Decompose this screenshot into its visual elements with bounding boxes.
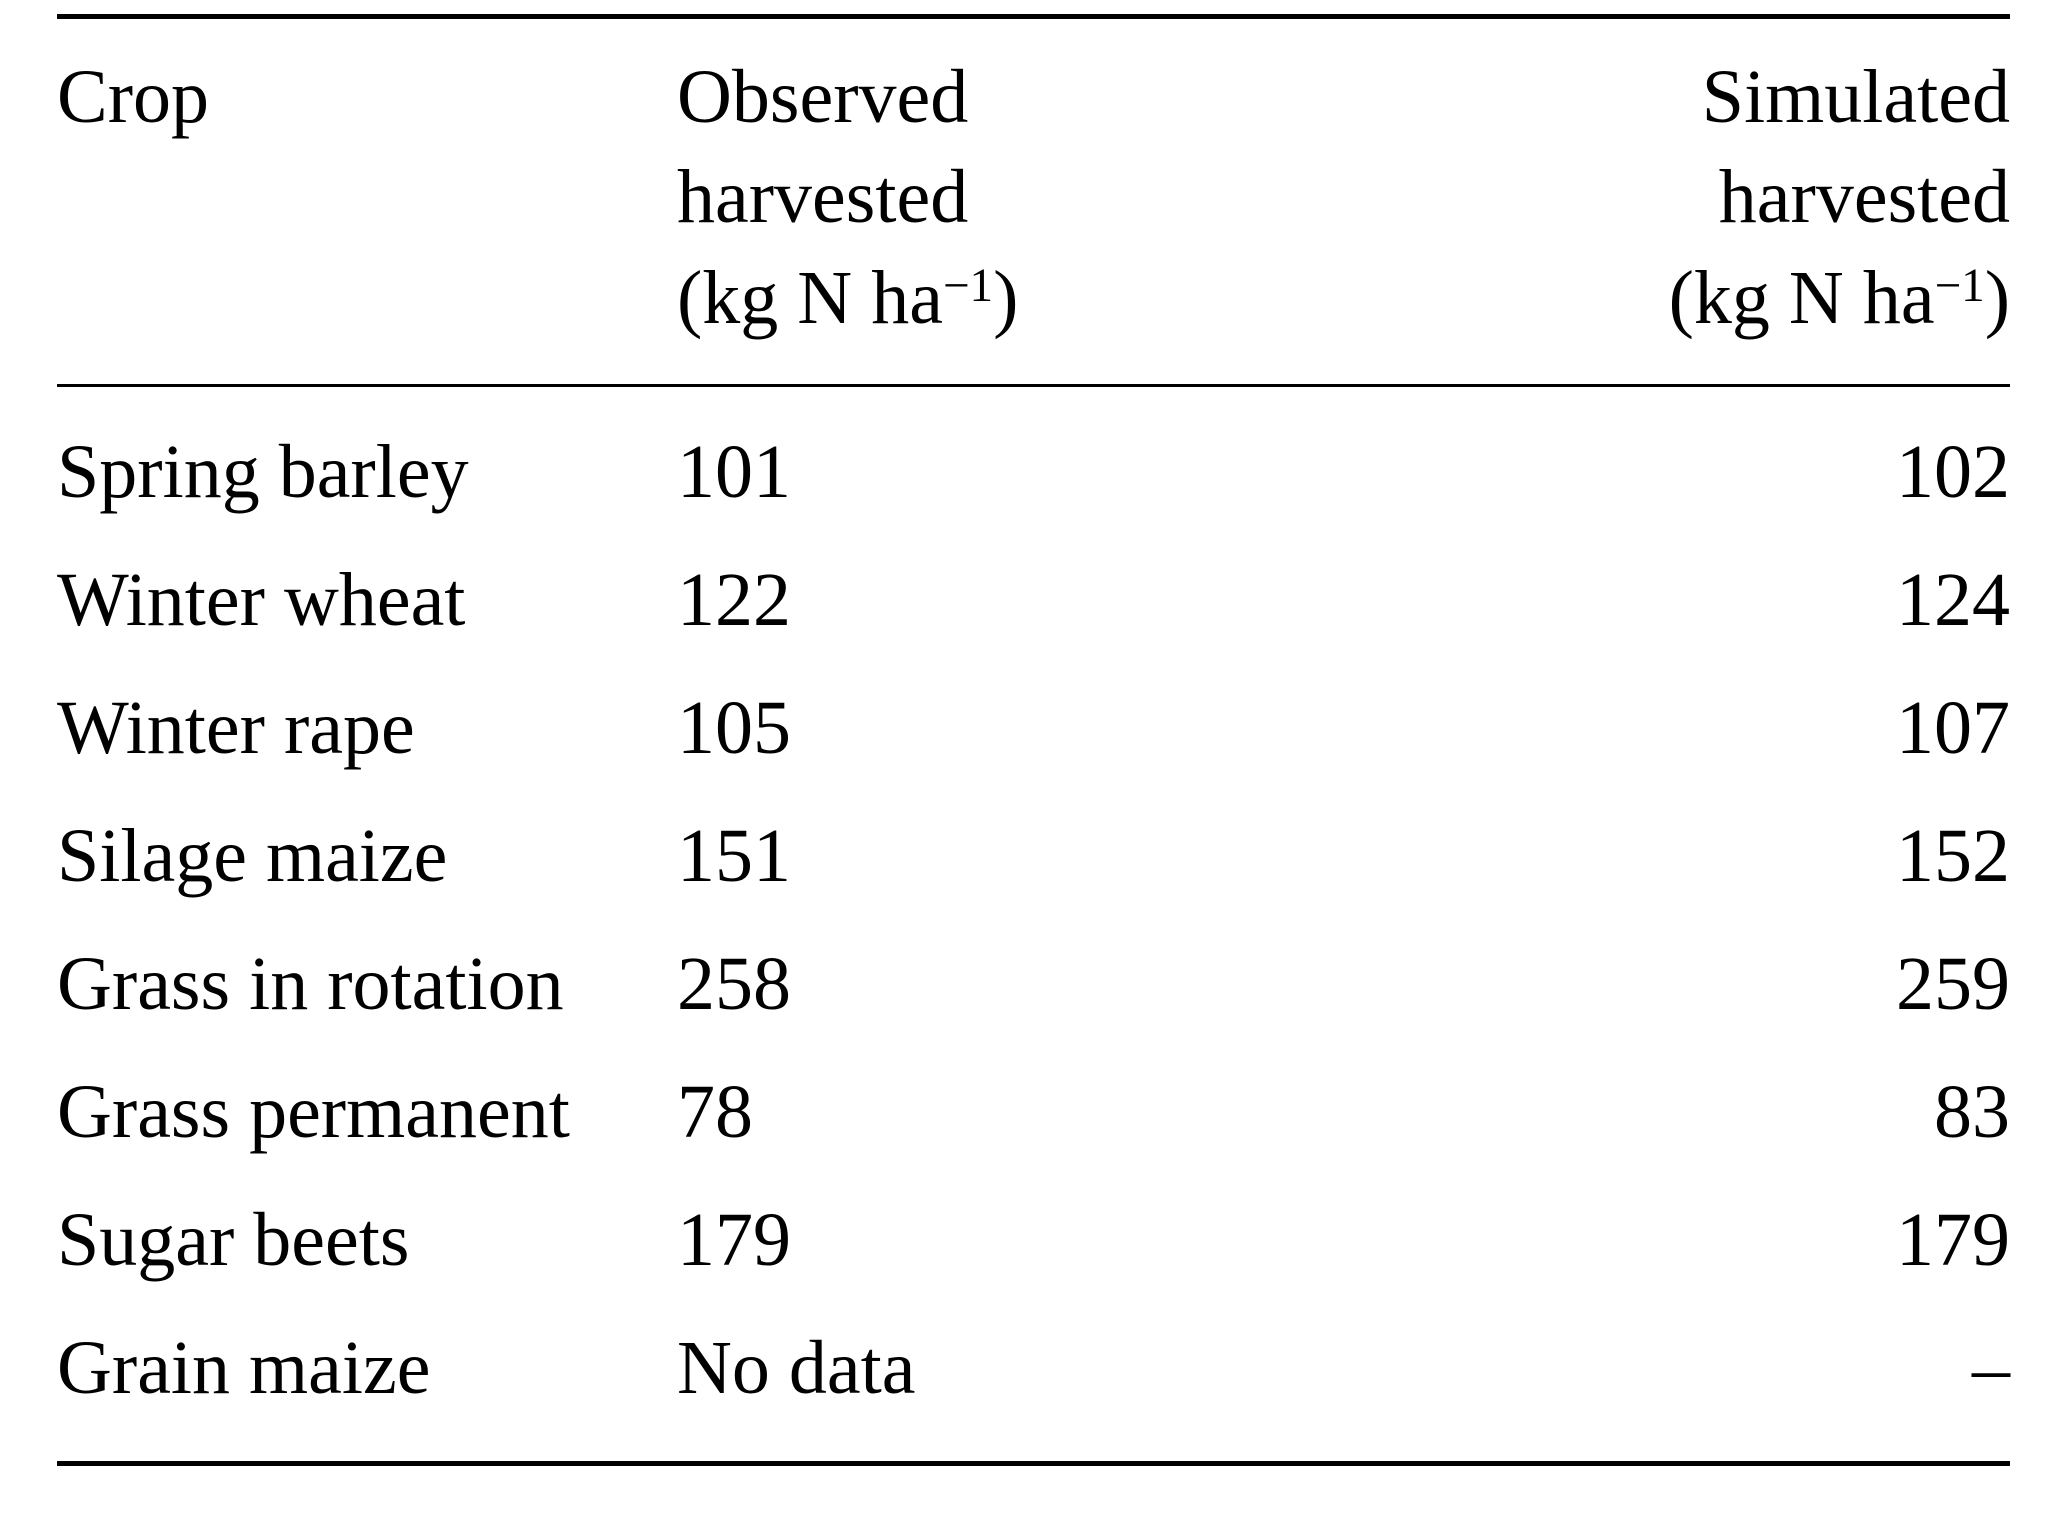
table-bottom-rule	[57, 1460, 2010, 1466]
crop-name-cell: Silage maize	[57, 814, 448, 899]
table-body: Spring barley 101 102 Winter wheat 122 1…	[57, 387, 2010, 1461]
header-simulated: Simulated harvested (kg N ha−1)	[1344, 47, 2010, 348]
header-observed-unit: (kg N ha−1)	[677, 248, 1344, 348]
table-row: Grass permanent 78 83	[57, 1049, 2010, 1177]
header-simulated-line1: Simulated	[1701, 55, 2010, 139]
table-row: Sugar beets 179 179	[57, 1177, 2010, 1305]
simulated-value-cell: 259	[1896, 942, 2010, 1027]
table-row: Spring barley 101 102	[57, 409, 2010, 537]
table-top-rule	[57, 14, 2010, 19]
crop-name-cell: Grain maize	[57, 1326, 431, 1411]
table-row: Grain maize No data –	[57, 1305, 2010, 1433]
crop-name-cell: Sugar beets	[57, 1198, 410, 1283]
crop-name-cell: Spring barley	[57, 430, 469, 515]
simulated-value-cell: 107	[1896, 686, 2010, 771]
table-row: Silage maize 151 152	[57, 793, 2010, 921]
table-row: Winter rape 105 107	[57, 665, 2010, 793]
unit-prefix: (kg N ha	[1668, 255, 1935, 340]
crop-name-cell: Grass permanent	[57, 1070, 570, 1155]
observed-value-cell: 105	[677, 686, 791, 771]
unit-suffix: )	[993, 255, 1019, 340]
unit-suffix: )	[1984, 255, 2010, 340]
header-observed-line2: harvested	[677, 155, 969, 240]
header-simulated-unit: (kg N ha−1)	[1344, 248, 2010, 348]
observed-value-cell: No data	[677, 1326, 916, 1411]
unit-exponent: −1	[1934, 260, 1985, 313]
simulated-value-cell: 124	[1896, 558, 2010, 643]
observed-value-cell: 122	[677, 558, 791, 643]
crop-name-cell: Winter wheat	[57, 558, 466, 643]
header-observed-line1: Observed	[677, 55, 969, 139]
observed-value-cell: 78	[677, 1070, 753, 1155]
table-header-row: Crop Observed harvested (kg N ha−1) Simu…	[57, 19, 2010, 384]
table-row: Winter wheat 122 124	[57, 537, 2010, 665]
crop-nitrogen-table: Crop Observed harvested (kg N ha−1) Simu…	[57, 14, 2010, 1466]
simulated-value-cell: 102	[1896, 430, 2010, 515]
header-observed: Observed harvested (kg N ha−1)	[677, 47, 1344, 348]
table-row: Grass in rotation 258 259	[57, 921, 2010, 1049]
header-simulated-line2: harvested	[1718, 155, 2010, 240]
simulated-value-cell: –	[1972, 1326, 2010, 1411]
unit-prefix: (kg N ha	[677, 255, 943, 340]
observed-value-cell: 101	[677, 430, 791, 515]
header-crop-label: Crop	[57, 55, 209, 139]
crop-name-cell: Winter rape	[57, 686, 415, 771]
unit-exponent: −1	[942, 260, 994, 313]
simulated-value-cell: 152	[1896, 814, 2010, 899]
observed-value-cell: 179	[677, 1198, 791, 1283]
simulated-value-cell: 179	[1896, 1198, 2010, 1283]
table-header-rule	[57, 383, 2010, 387]
observed-value-cell: 151	[677, 814, 791, 899]
simulated-value-cell: 83	[1934, 1070, 2010, 1155]
crop-name-cell: Grass in rotation	[57, 942, 564, 1027]
observed-value-cell: 258	[677, 942, 791, 1027]
header-crop: Crop	[57, 47, 677, 147]
